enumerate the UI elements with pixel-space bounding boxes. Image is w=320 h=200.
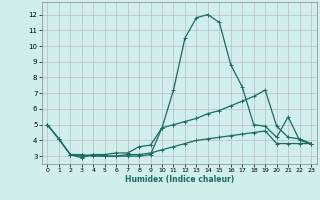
- X-axis label: Humidex (Indice chaleur): Humidex (Indice chaleur): [124, 175, 234, 184]
